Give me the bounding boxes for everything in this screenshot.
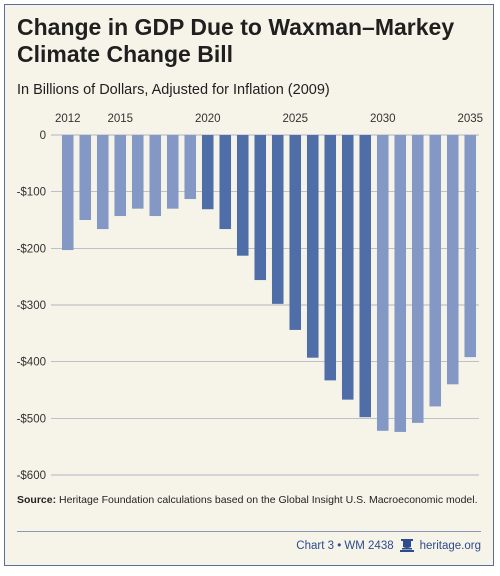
- bar-chart: 0 -$100 -$200 -$300 -$400 -$500 -$600 2012 2015 2…: [17, 113, 483, 482]
- bar: [394, 135, 407, 432]
- bar: [446, 135, 459, 385]
- y-tick-label: -$300: [17, 300, 46, 312]
- bar: [96, 135, 109, 230]
- x-tick-label: 2020: [195, 113, 221, 125]
- y-tick-label: -$600: [17, 470, 46, 482]
- x-tick-label: 2012: [55, 113, 81, 125]
- x-tick-label: 2025: [282, 113, 308, 125]
- chart-card: Change in GDP Due to Waxman–Markey Clima…: [4, 4, 494, 566]
- bar: [359, 135, 372, 418]
- y-tick-label: -$400: [17, 357, 46, 369]
- footer: Chart 3 • WM 2438 heritage.org: [296, 539, 481, 552]
- chart-id: Chart 3 • WM 2438: [296, 539, 394, 552]
- bar: [131, 135, 144, 209]
- bar: [236, 135, 249, 256]
- x-tick-label: 2035: [457, 113, 483, 125]
- site-link[interactable]: heritage.org: [419, 539, 481, 552]
- source-note: Source: Heritage Foundation calculations…: [17, 493, 487, 507]
- bar: [289, 135, 302, 330]
- bell-icon: [399, 539, 414, 552]
- chart-title: Change in GDP Due to Waxman–Markey Clima…: [17, 14, 455, 67]
- bar: [411, 135, 424, 423]
- bar: [61, 135, 74, 251]
- bar: [219, 135, 232, 230]
- bar: [79, 135, 92, 220]
- bar: [324, 135, 337, 381]
- bar: [464, 135, 477, 358]
- source-label: Source:: [17, 494, 57, 506]
- bar: [184, 135, 197, 200]
- bar: [341, 135, 354, 400]
- chart-subtitle: In Billions of Dollars, Adjusted for Inf…: [17, 82, 330, 98]
- y-tick-label: -$200: [17, 243, 46, 255]
- bar: [149, 135, 162, 217]
- y-tick-label: -$100: [17, 187, 46, 199]
- bar: [201, 135, 214, 210]
- bar: [166, 135, 179, 209]
- x-tick-label: 2030: [370, 113, 396, 125]
- x-tick-label: 2015: [107, 113, 133, 125]
- y-tick-label: -$500: [17, 413, 46, 425]
- bar: [114, 135, 127, 217]
- bar: [376, 135, 389, 431]
- bar: [429, 135, 442, 407]
- bar: [271, 135, 284, 304]
- bar: [306, 135, 319, 358]
- bar: [254, 135, 267, 281]
- y-tick-label: 0: [40, 130, 46, 142]
- source-text: Heritage Foundation calculations based o…: [59, 494, 478, 506]
- footer-divider: [17, 531, 481, 532]
